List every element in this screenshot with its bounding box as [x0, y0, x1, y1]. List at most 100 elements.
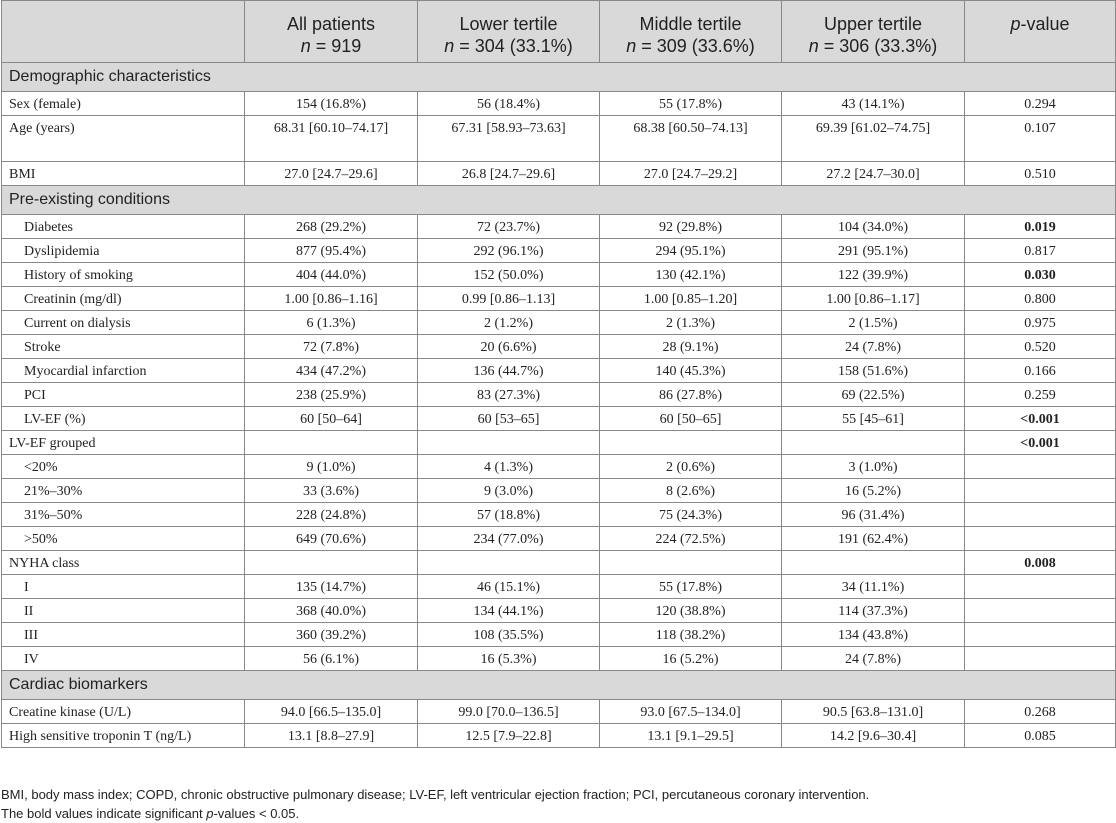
cell-middle-tertile: 60 [50–65]	[599, 406, 782, 431]
cell-all-patients: 404 (44.0%)	[244, 262, 418, 287]
cell-all-patients: 94.0 [66.5–135.0]	[244, 699, 418, 724]
header-n-symbol: n	[300, 36, 311, 56]
cell-upper-tertile: 3 (1.0%)	[781, 454, 965, 479]
cell-all-patients	[244, 430, 418, 455]
cell-lower-tertile: 16 (5.3%)	[417, 646, 600, 671]
cell-pvalue	[964, 598, 1116, 623]
cell-middle-tertile: 93.0 [67.5–134.0]	[599, 699, 782, 724]
section-header-row: Demographic characteristics	[1, 62, 1116, 92]
cell-middle-tertile: 92 (29.8%)	[599, 214, 782, 239]
table-row: 21%–30% 33 (3.6%) 9 (3.0%) 8 (2.6%) 16 (5.2%…	[1, 478, 1116, 503]
cell-lower-tertile: 2 (1.2%)	[417, 310, 600, 335]
cell-upper-tertile: 24 (7.8%)	[781, 334, 965, 359]
header-pvalue: p-value	[964, 0, 1116, 63]
cell-all-patients: 268 (29.2%)	[244, 214, 418, 239]
cell-upper-tertile: 55 [45–61]	[781, 406, 965, 431]
cell-upper-tertile: 114 (37.3%)	[781, 598, 965, 623]
cell-all-patients: 56 (6.1%)	[244, 646, 418, 671]
cell-all-patients: 434 (47.2%)	[244, 358, 418, 383]
cell-middle-tertile: 2 (1.3%)	[599, 310, 782, 335]
cell-upper-tertile	[781, 550, 965, 575]
cell-upper-tertile: 2 (1.5%)	[781, 310, 965, 335]
cell-lower-tertile: 0.99 [0.86–1.13]	[417, 286, 600, 311]
cell-lower-tertile: 26.8 [24.7–29.6]	[417, 161, 600, 186]
cell-upper-tertile: 158 (51.6%)	[781, 358, 965, 383]
cell-lower-tertile: 4 (1.3%)	[417, 454, 600, 479]
table-row: Creatinin (mg/dl) 1.00 [0.86–1.16] 0.99 [0…	[1, 286, 1116, 311]
row-label: 31%–50%	[1, 502, 245, 527]
cell-all-patients: 33 (3.6%)	[244, 478, 418, 503]
cell-upper-tertile	[781, 430, 965, 455]
cell-all-patients: 228 (24.8%)	[244, 502, 418, 527]
cell-lower-tertile: 234 (77.0%)	[417, 526, 600, 551]
row-label: PCI	[1, 382, 245, 407]
cell-upper-tertile: 291 (95.1%)	[781, 238, 965, 263]
cell-lower-tertile: 57 (18.8%)	[417, 502, 600, 527]
cell-lower-tertile: 20 (6.6%)	[417, 334, 600, 359]
cell-pvalue: 0.008	[964, 550, 1116, 575]
cell-pvalue: 0.107	[964, 115, 1116, 162]
cell-middle-tertile: 224 (72.5%)	[599, 526, 782, 551]
table-row: >50% 649 (70.6%) 234 (77.0%) 224 (72.5%) 191…	[1, 526, 1116, 551]
cell-all-patients: 360 (39.2%)	[244, 622, 418, 647]
header-n-symbol: n	[808, 36, 819, 56]
cell-middle-tertile: 16 (5.2%)	[599, 646, 782, 671]
row-label: History of smoking	[1, 262, 245, 287]
cell-all-patients: 9 (1.0%)	[244, 454, 418, 479]
header-title: Lower tertile	[459, 14, 558, 34]
cell-pvalue: 0.975	[964, 310, 1116, 335]
header-title: All patients	[286, 14, 376, 34]
cell-middle-tertile: 27.0 [24.7–29.2]	[599, 161, 782, 186]
row-label: Diabetes	[1, 214, 245, 239]
cell-upper-tertile: 34 (11.1%)	[781, 574, 965, 599]
cell-pvalue	[964, 646, 1116, 671]
cell-pvalue: 0.259	[964, 382, 1116, 407]
section-title: Demographic characteristics	[1, 62, 1116, 92]
cell-lower-tertile	[417, 430, 600, 455]
cell-upper-tertile: 69 (22.5%)	[781, 382, 965, 407]
header-n-symbol: n	[444, 36, 455, 56]
row-label: Stroke	[1, 334, 245, 359]
header-n-symbol: n	[626, 36, 637, 56]
table-row: LV-EF grouped <0.001	[1, 430, 1116, 455]
cell-all-patients: 60 [50–64]	[244, 406, 418, 431]
cell-pvalue	[964, 454, 1116, 479]
cell-lower-tertile: 60 [53–65]	[417, 406, 600, 431]
footnote-significance: The bold values indicate significant p-v…	[1, 804, 869, 823]
cell-middle-tertile: 68.38 [60.50–74.13]	[599, 115, 782, 162]
cell-pvalue	[964, 526, 1116, 551]
table-row: Creatine kinase (U/L) 94.0 [66.5–135.0] 99…	[1, 699, 1116, 724]
cell-all-patients: 238 (25.9%)	[244, 382, 418, 407]
cell-pvalue: 0.294	[964, 91, 1116, 116]
cell-all-patients: 1.00 [0.86–1.16]	[244, 286, 418, 311]
row-label: Creatine kinase (U/L)	[1, 699, 245, 724]
cell-lower-tertile: 108 (35.5%)	[417, 622, 600, 647]
header-pvalue-p: p	[1010, 14, 1021, 34]
cell-lower-tertile: 136 (44.7%)	[417, 358, 600, 383]
cell-upper-tertile: 134 (43.8%)	[781, 622, 965, 647]
cell-upper-tertile: 16 (5.2%)	[781, 478, 965, 503]
cell-pvalue: 0.030	[964, 262, 1116, 287]
section-title: Cardiac biomarkers	[1, 670, 1116, 700]
table-row: Sex (female) 154 (16.8%) 56 (18.4%) 55 (17.…	[1, 91, 1116, 116]
table-row: PCI 238 (25.9%) 83 (27.3%) 86 (27.8%) 69 (22…	[1, 382, 1116, 407]
table-row: Dyslipidemia 877 (95.4%) 292 (96.1%) 294 (9…	[1, 238, 1116, 263]
cell-middle-tertile: 120 (38.8%)	[599, 598, 782, 623]
row-label: <20%	[1, 454, 245, 479]
cell-pvalue: <0.001	[964, 430, 1116, 455]
section-header-row: Pre-existing conditions	[1, 185, 1116, 215]
table-row: Diabetes 268 (29.2%) 72 (23.7%) 92 (29.8%) 1…	[1, 214, 1116, 239]
header-title: Upper tertile	[823, 14, 923, 34]
cell-middle-tertile: 8 (2.6%)	[599, 478, 782, 503]
cell-middle-tertile: 86 (27.8%)	[599, 382, 782, 407]
table-row: IV 56 (6.1%) 16 (5.3%) 16 (5.2%) 24 (7.8%)	[1, 646, 1116, 671]
cell-middle-tertile: 130 (42.1%)	[599, 262, 782, 287]
cell-upper-tertile: 96 (31.4%)	[781, 502, 965, 527]
header-upper-tertile: Upper tertile n = 306 (33.3%)	[781, 0, 965, 63]
cell-middle-tertile: 55 (17.8%)	[599, 574, 782, 599]
cell-middle-tertile: 55 (17.8%)	[599, 91, 782, 116]
cell-all-patients: 13.1 [8.8–27.9]	[244, 723, 418, 748]
header-n-value: = 919	[310, 36, 362, 56]
row-label: LV-EF (%)	[1, 406, 245, 431]
cell-pvalue: 0.510	[964, 161, 1116, 186]
